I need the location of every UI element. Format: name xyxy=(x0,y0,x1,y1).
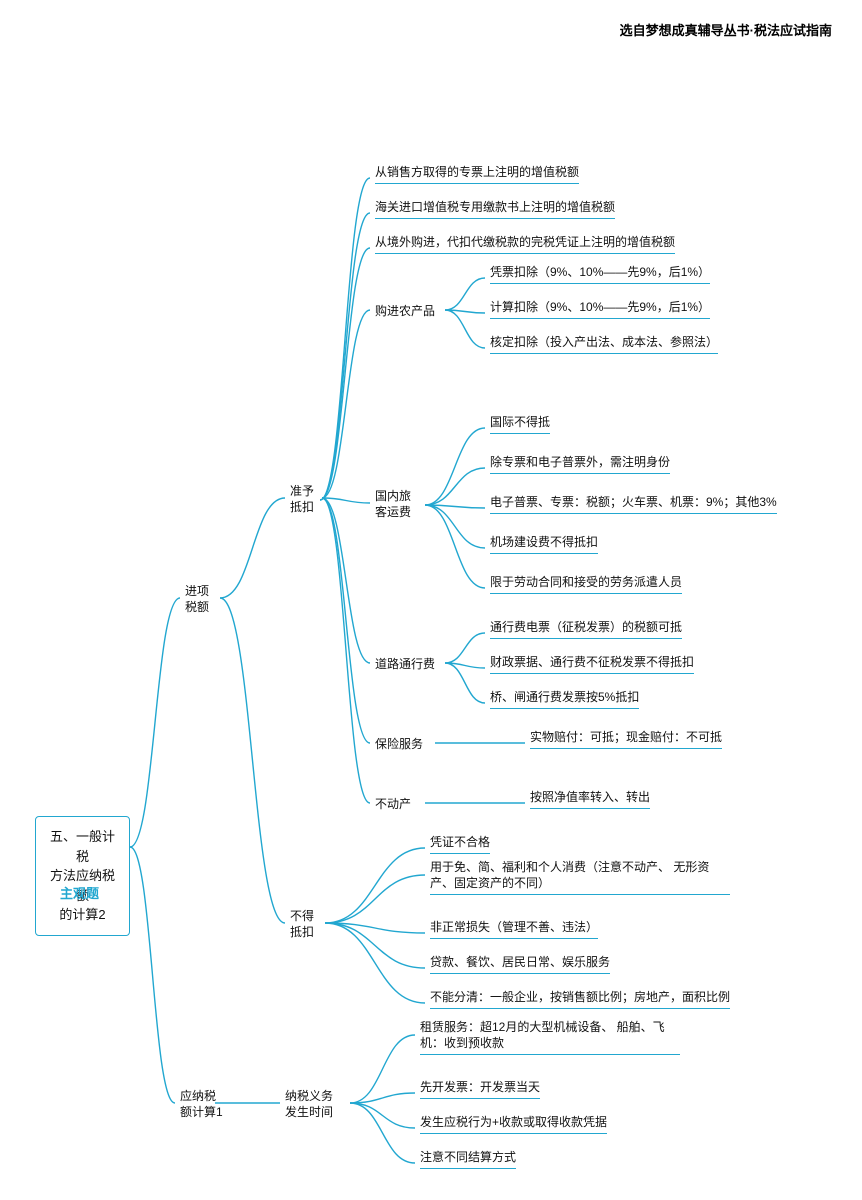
connector xyxy=(322,498,370,663)
l1-node: 额计算1 xyxy=(180,1103,223,1120)
l2-node: 抵扣 xyxy=(290,498,314,515)
l2-node: 纳税义务 xyxy=(285,1087,333,1104)
leaf-node: 贷款、餐饮、居民日常、娱乐服务 xyxy=(430,951,610,974)
leaf-node: 注意不同结算方式 xyxy=(420,1146,516,1169)
leaf-node: 先开发票：开发票当天 xyxy=(420,1076,540,1099)
connector xyxy=(130,847,175,1103)
connector xyxy=(350,1093,415,1103)
leaf-node: 按照净值率转入、转出 xyxy=(530,786,650,809)
l2-node: 不得 xyxy=(290,907,314,924)
l3-node: 购进农产品 xyxy=(375,302,435,319)
connector xyxy=(322,498,370,503)
leaf-node: 租赁服务：超12月的大型机械设备、 船舶、飞机：收到预收款 xyxy=(420,1017,680,1055)
l3-node: 不动产 xyxy=(375,795,411,812)
leaf-node: 国际不得抵 xyxy=(490,411,550,434)
connector xyxy=(130,598,180,847)
leaf-node: 核定扣除（投入产出法、成本法、参照法） xyxy=(490,331,718,354)
leaf-node: 从销售方取得的专票上注明的增值税额 xyxy=(375,161,579,184)
connector xyxy=(445,633,485,663)
leaf-node: 凭票扣除（9%、10%——先9%，后1%） xyxy=(490,261,710,284)
leaf-node: 非正常损失（管理不善、违法） xyxy=(430,916,598,939)
leaf-node: 限于劳动合同和接受的劳务派遣人员 xyxy=(490,571,682,594)
connector xyxy=(350,1103,415,1163)
l2-node: 发生时间 xyxy=(285,1103,333,1120)
connector xyxy=(322,498,370,803)
connector xyxy=(322,498,370,743)
connector xyxy=(320,178,370,500)
connector xyxy=(220,498,285,598)
leaf-node: 实物赔付：可抵；现金赔付：不可抵 xyxy=(530,726,722,749)
connector xyxy=(220,598,285,923)
connector xyxy=(325,923,425,1003)
l3-node: 保险服务 xyxy=(375,735,423,752)
connector xyxy=(350,1103,415,1128)
connector xyxy=(425,428,485,505)
leaf-node: 财政票据、通行费不征税发票不得抵扣 xyxy=(490,651,694,674)
leaf-node: 电子普票、专票：税额；火车票、机票：9%；其他3% xyxy=(490,491,777,514)
leaf-node: 不能分清：一般企业，按销售额比例；房地产，面积比例 xyxy=(430,986,730,1009)
leaf-node: 机场建设费不得抵扣 xyxy=(490,531,598,554)
connector xyxy=(325,848,425,923)
connector xyxy=(445,278,485,310)
connector xyxy=(445,310,485,348)
leaf-node: 桥、闸通行费发票按5%抵扣 xyxy=(490,686,639,709)
connector xyxy=(325,875,425,923)
connector xyxy=(320,248,370,500)
l3-node: 道路通行费 xyxy=(375,655,435,672)
connector xyxy=(445,663,485,703)
leaf-node: 通行费电票（征税发票）的税额可抵 xyxy=(490,616,682,639)
l1-node: 进项 xyxy=(185,582,209,599)
leaf-node: 计算扣除（9%、10%——先9%，后1%） xyxy=(490,296,710,319)
leaf-node: 用于免、简、福利和个人消费（注意不动产、 无形资产、固定资产的不同） xyxy=(430,857,730,895)
connector xyxy=(425,505,485,548)
leaf-node: 凭证不合格 xyxy=(430,831,490,854)
leaf-node: 除专票和电子普票外，需注明身份 xyxy=(490,451,670,474)
l2-node: 抵扣 xyxy=(290,923,314,940)
l2-node: 准予 xyxy=(290,482,314,499)
leaf-node: 海关进口增值税专用缴款书上注明的增值税额 xyxy=(375,196,615,219)
connector xyxy=(325,923,425,968)
l1-node: 应纳税 xyxy=(180,1087,216,1104)
l3-node: 客运费 xyxy=(375,503,411,520)
l3-node: 国内旅 xyxy=(375,487,411,504)
leaf-node: 从境外购进，代扣代缴税款的完税凭证上注明的增值税额 xyxy=(375,231,675,254)
leaf-node: 发生应税行为+收款或取得收款凭据 xyxy=(420,1111,607,1134)
connector xyxy=(425,468,485,505)
l1-node: 税额 xyxy=(185,598,209,615)
